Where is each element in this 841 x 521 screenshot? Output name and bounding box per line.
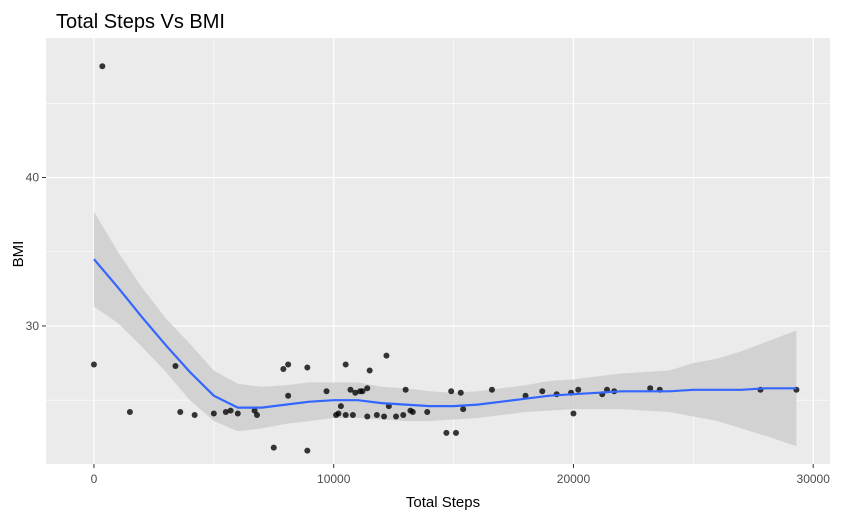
- data-point: [364, 413, 371, 420]
- data-point: [409, 409, 416, 416]
- smooth-line: [93, 258, 797, 409]
- data-point: [393, 413, 400, 420]
- x-tick-label: 20000: [557, 472, 591, 486]
- confidence-ribbon: [94, 211, 797, 447]
- y-tick-label: 40: [26, 171, 40, 185]
- data-point: [460, 406, 467, 413]
- data-point: [522, 392, 529, 399]
- data-point: [539, 388, 546, 395]
- data-point: [227, 407, 234, 414]
- data-point: [647, 385, 654, 392]
- x-axis: 0 10000 20000 30000: [91, 464, 831, 486]
- data-point: [381, 413, 388, 420]
- chart-title: Total Steps Vs BMI: [56, 11, 225, 33]
- data-point: [383, 352, 390, 359]
- data-point: [570, 410, 577, 417]
- data-point: [452, 429, 459, 436]
- data-point: [457, 389, 464, 396]
- data-point: [424, 409, 431, 416]
- data-point: [126, 409, 133, 416]
- y-axis: 30 40: [26, 171, 46, 333]
- data-point: [90, 361, 97, 368]
- data-point: [172, 363, 179, 370]
- data-point: [359, 388, 366, 395]
- data-point: [304, 447, 311, 454]
- data-point: [251, 407, 258, 414]
- data-point: [285, 361, 292, 368]
- data-point: [234, 410, 241, 417]
- data-point: [342, 361, 349, 368]
- data-point: [342, 412, 349, 419]
- x-axis-title: Total Steps: [406, 494, 480, 511]
- data-point: [285, 392, 292, 399]
- data-point: [366, 367, 373, 374]
- data-point: [575, 386, 582, 393]
- data-point: [402, 386, 409, 393]
- data-point: [488, 386, 495, 393]
- data-point: [191, 412, 198, 419]
- data-point: [99, 63, 106, 70]
- data-point: [347, 386, 354, 393]
- data-point: [443, 429, 450, 436]
- data-point: [448, 388, 455, 395]
- data-point: [349, 412, 356, 419]
- data-point: [323, 388, 330, 395]
- data-point: [280, 366, 287, 373]
- data-point: [337, 403, 344, 410]
- x-tick-label: 10000: [317, 472, 351, 486]
- data-point: [270, 444, 277, 451]
- data-point: [177, 409, 184, 416]
- plot-panel: [46, 38, 830, 464]
- x-tick-label: 0: [91, 472, 98, 486]
- data-point: [352, 389, 359, 396]
- data-point: [222, 409, 229, 416]
- y-tick-label: 30: [26, 319, 40, 333]
- data-point: [210, 410, 217, 417]
- data-point: [304, 364, 311, 371]
- data-point: [364, 385, 371, 392]
- data-point: [373, 412, 380, 419]
- data-point: [335, 410, 342, 417]
- data-point: [400, 412, 407, 419]
- x-tick-label: 30000: [797, 472, 831, 486]
- data-point: [253, 412, 260, 419]
- y-axis-title: BMI: [10, 241, 27, 268]
